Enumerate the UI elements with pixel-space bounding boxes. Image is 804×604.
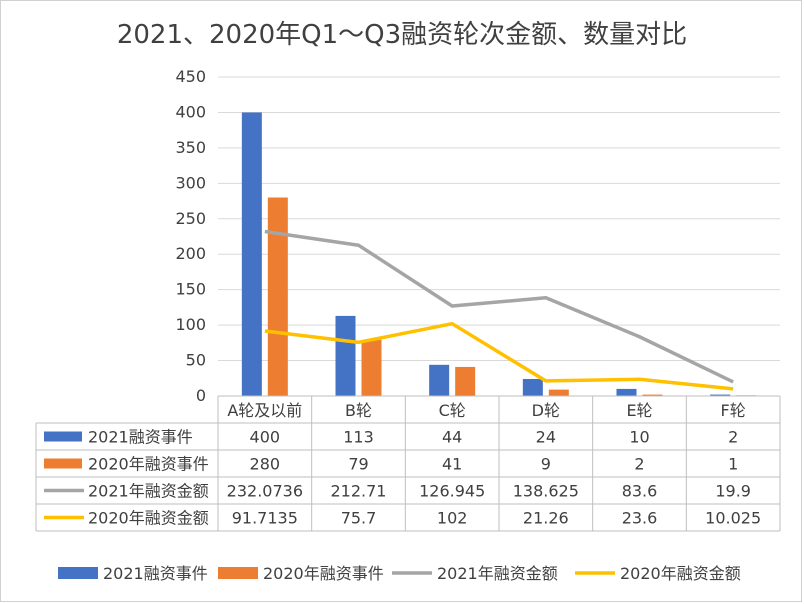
table-cell: 91.7135 [232,509,298,528]
legend-swatch-2 [218,567,258,579]
table-cell: 10 [629,428,649,447]
legend-label-4: 2020年融资金额 [620,564,741,583]
line-series-1 [264,229,734,384]
table-cell: 44 [442,428,462,447]
table-cell: 19.9 [715,482,751,501]
bar-2-4 [548,389,569,396]
table-cell: 21.26 [523,509,569,528]
table-series-name: 2020年融资金额 [88,509,209,528]
legend-label-2: 2020年融资事件 [263,564,384,583]
bar-2-5 [642,394,663,396]
bar-1-1 [241,112,262,396]
category-label: E轮 [626,401,652,420]
bar-1-6 [710,394,731,396]
bar-2-2 [361,339,382,396]
table-cell: 138.625 [513,482,579,501]
bar-2-3 [455,366,476,396]
y-tick-label: 250 [175,209,206,228]
y-tick-label: 150 [175,280,206,299]
table-key-swatch-1 [44,431,82,442]
y-tick-label: 200 [175,244,206,263]
y-tick-label: 350 [175,138,206,157]
bar-1-3 [429,364,450,396]
table-cell: 126.945 [419,482,485,501]
legend-label-3: 2021年融资金额 [437,564,558,583]
category-label: C轮 [439,401,466,420]
y-tick-label: 450 [175,67,206,86]
category-label: D轮 [532,401,560,420]
y-tick-label: 0 [196,386,206,405]
table-cell: 1 [728,455,738,474]
table-cell: 102 [437,509,468,528]
legend-label-1: 2021融资事件 [103,564,208,583]
table-cell: 23.6 [622,509,658,528]
bar-1-2 [335,315,356,396]
category-label: F轮 [721,401,746,420]
y-tick-label: 50 [186,351,206,370]
table-cell: 83.6 [622,482,658,501]
table-cell: 79 [348,455,368,474]
bar-1-4 [522,378,543,396]
legend-swatch-1 [58,567,98,579]
table-cell: 41 [442,455,462,474]
table-cell: 24 [536,428,556,447]
table-cell: 232.0736 [227,482,303,501]
table-cell: 113 [343,428,374,447]
table-series-name: 2021年融资金额 [88,482,209,501]
table-cell: 75.7 [341,509,377,528]
y-tick-label: 400 [175,102,206,121]
bar-2-1 [267,197,288,396]
chart-title: 2021、2020年Q1～Q3融资轮次金额、数量对比 [116,20,688,50]
y-tick-label: 300 [175,173,206,192]
table-cell: 400 [250,428,281,447]
table-cell: 9 [541,455,551,474]
category-label: A轮及以前 [227,401,302,420]
table-cell: 212.71 [331,482,387,501]
bar-1-5 [616,388,637,396]
table-series-name: 2021融资事件 [88,428,193,447]
table-series-name: 2020年融资事件 [88,455,209,474]
line-series-2 [264,321,734,391]
y-tick-label: 100 [175,315,206,334]
table-key-swatch-2 [44,458,82,469]
table-cell: 10.025 [705,509,761,528]
table-cell: 280 [250,455,281,474]
table-cell: 2 [634,455,644,474]
table-cell: 2 [728,428,738,447]
category-label: B轮 [345,401,372,420]
